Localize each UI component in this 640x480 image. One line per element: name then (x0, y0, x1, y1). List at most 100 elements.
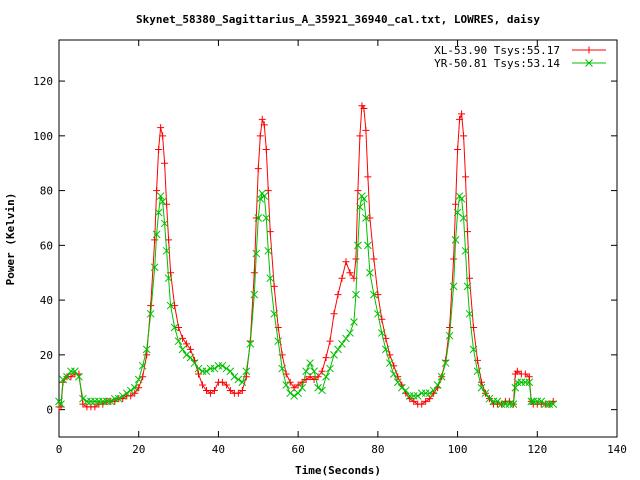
x-tick-label: 20 (132, 443, 145, 456)
series-2-point (338, 340, 346, 348)
series-1-point (179, 334, 187, 342)
series-2-point (302, 367, 310, 376)
series-1-point (330, 310, 338, 318)
series-1-point (135, 384, 143, 392)
series-1-point (298, 378, 306, 386)
series-2-point (222, 364, 231, 373)
series-2-point (433, 381, 442, 389)
series-2-point (322, 372, 330, 381)
series-1-point (262, 146, 270, 154)
series-2-point (350, 318, 358, 326)
series-2-point (294, 389, 302, 398)
series-1-point (418, 400, 426, 408)
series-2-point (356, 203, 364, 211)
series-1-point (210, 386, 218, 394)
series-2-point (158, 197, 167, 206)
series-1-point (338, 274, 346, 282)
series-1-point (346, 269, 354, 277)
series-2-point (164, 274, 173, 283)
series-1-point (256, 132, 264, 140)
series-1-point (334, 291, 342, 299)
y-tick-label: 120 (33, 75, 53, 88)
series-2-point (126, 386, 135, 395)
series-2-point (366, 268, 374, 277)
series-2-point (377, 329, 386, 337)
series-1-point (374, 291, 382, 299)
series-2-point (461, 246, 470, 255)
series-2-point (469, 345, 478, 354)
series-2-point (250, 290, 259, 299)
series-2-point (59, 375, 67, 384)
series-2-point (385, 359, 394, 367)
series-1-point (187, 345, 195, 353)
x-axis-label: Time(Seconds) (295, 464, 381, 477)
series-2-point (238, 378, 247, 387)
series-2-point (266, 274, 275, 283)
series-1-point (250, 269, 258, 277)
series-2-point (298, 383, 306, 392)
series-1-point (370, 255, 378, 263)
series-2-point (146, 309, 155, 318)
series-2-point (459, 214, 468, 222)
legend-label: XL-53.90 Tsys:55.17 (434, 44, 560, 57)
series-2-line (58, 192, 554, 406)
series-2-point (354, 241, 362, 250)
series-2-point (360, 194, 368, 203)
series-1-point (91, 403, 99, 411)
series-2-point (364, 241, 372, 250)
series-1-point (458, 110, 466, 118)
series-1-point (206, 389, 214, 397)
series-2-point (334, 345, 342, 354)
series-2-point (457, 194, 466, 203)
series-2-point (549, 400, 558, 408)
series-2-point (437, 372, 446, 381)
y-tick-label: 60 (40, 239, 53, 252)
y-axis-label: Power (Kelvin) (4, 193, 17, 286)
series-1-point (306, 373, 314, 381)
series-1-point (260, 121, 268, 129)
series-2-point (270, 309, 279, 318)
series-1-point (294, 381, 302, 389)
series-1-point (163, 200, 171, 208)
series-1-point (254, 165, 262, 173)
series-2-point (63, 372, 71, 381)
series-1 (55, 102, 557, 411)
series-2-point (525, 378, 534, 387)
series-2-point (178, 345, 187, 354)
chart-title: Skynet_58380_Sagittarius_A_35921_36940_c… (136, 13, 540, 26)
series-2-point (162, 246, 171, 255)
x-tick-label: 100 (448, 443, 468, 456)
y-tick-label: 40 (40, 294, 53, 307)
series-2-point (57, 400, 65, 408)
series-1-point (366, 214, 374, 222)
series-1-point (234, 389, 242, 397)
x-tick-label: 60 (292, 443, 305, 456)
series-1-point (364, 173, 372, 181)
series-2-point (463, 282, 472, 291)
series-2-point (138, 361, 147, 370)
series-2-point (441, 359, 450, 367)
series-2-point (260, 192, 269, 200)
series-2-point (194, 364, 203, 373)
series-1-point (352, 255, 360, 263)
series-2-point (330, 351, 338, 359)
legend-swatch-marker (585, 46, 593, 54)
series-2-point (134, 375, 143, 384)
series-2-point (242, 367, 251, 376)
series-2-point (397, 383, 406, 392)
series-2-point (152, 230, 161, 239)
series-2-point (481, 389, 490, 398)
series-2-point (226, 367, 235, 376)
series-2-point (286, 389, 295, 398)
series-2-point (318, 386, 326, 395)
series-1-point (264, 187, 272, 195)
series-1-point (67, 373, 75, 381)
x-tick-label: 40 (212, 443, 225, 456)
plot-frame (58, 39, 618, 438)
series-1-point (286, 378, 294, 386)
series-2-point (451, 236, 460, 244)
x-tick-label: 120 (527, 443, 547, 456)
series-1-point (460, 132, 468, 140)
